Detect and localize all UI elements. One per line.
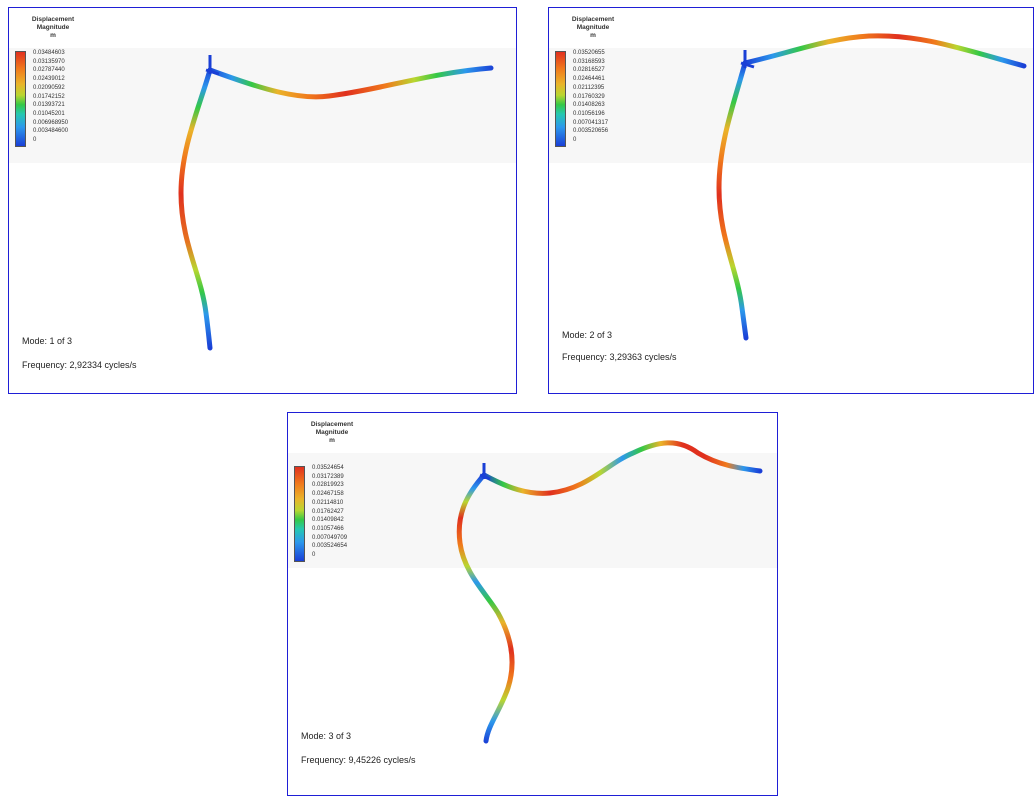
legend-title-line1: Displacement xyxy=(571,16,615,23)
legend-tick: 0.03484603 xyxy=(33,50,65,56)
legend-tick: 0.007049709 xyxy=(312,534,348,541)
color-scale-bar xyxy=(555,51,566,147)
legend-unit: m xyxy=(590,32,596,39)
legend-tick: 0.01057466 xyxy=(312,525,344,532)
legend-title: Displacement Magnitude m xyxy=(553,16,633,40)
frequency-label: Frequency: 2,92334 cycles/s xyxy=(22,360,137,370)
mode-3-panel: Displacement Magnitude m 0.03524654 0.03… xyxy=(287,412,778,796)
background-band xyxy=(549,48,1033,163)
legend-title-line1: Displacement xyxy=(310,421,354,428)
legend-tick: 0.003524654 xyxy=(312,543,348,550)
legend-tick: 0.02114810 xyxy=(312,499,344,506)
legend-tick: 0.01409842 xyxy=(312,517,344,524)
legend-ticks: 0.03520655 0.03168593 0.02816527 0.02464… xyxy=(573,49,608,145)
legend-unit: m xyxy=(50,32,56,39)
legend-tick: 0.006968950 xyxy=(33,119,69,126)
legend-title-line1: Displacement xyxy=(31,16,75,23)
legend-ticks: 0.03524654 0.03172389 0.02819923 0.02467… xyxy=(312,464,347,560)
mode-label: Mode: 1 of 3 xyxy=(22,336,73,346)
legend-tick: 0.03168593 xyxy=(573,58,605,65)
legend-unit: m xyxy=(329,437,335,444)
color-scale-bar xyxy=(15,51,26,147)
legend-tick: 0.02112395 xyxy=(573,84,605,91)
mode-shape-1 xyxy=(178,55,494,351)
legend-ticks: 0.03484603 0.03135970 0.02787440 0.02439… xyxy=(33,49,68,145)
mode-label: Mode: 3 of 3 xyxy=(301,731,352,741)
legend-tick: 0 xyxy=(312,552,316,559)
legend-tick: 0.01760329 xyxy=(573,93,605,100)
legend-tick: 0.003484600 xyxy=(33,128,69,135)
legend-title-line2: Magnitude xyxy=(36,24,70,31)
mode-label: Mode: 2 of 3 xyxy=(562,330,613,340)
legend-tick: 0 xyxy=(33,137,37,144)
legend-tick: 0.03135970 xyxy=(33,58,65,65)
legend-tick: 0.007041317 xyxy=(573,119,609,126)
legend-tick: 0.02787440 xyxy=(33,67,65,74)
legend-tick: 0.03524654 xyxy=(312,465,344,471)
legend-tick: 0.02819923 xyxy=(312,482,344,489)
legend-tick: 0.03172389 xyxy=(312,473,344,480)
frequency-label: Frequency: 9,45226 cycles/s xyxy=(301,755,416,765)
legend-tick: 0.01762427 xyxy=(312,508,344,515)
legend-tick: 0.01408263 xyxy=(573,102,605,109)
mode-shape-3 xyxy=(456,440,763,744)
displacement-legend: Displacement Magnitude m 0.03524654 0.03… xyxy=(292,421,388,562)
legend-title: Displacement Magnitude m xyxy=(292,421,372,445)
mode-2-panel: Displacement Magnitude m 0.03520655 0.03… xyxy=(548,7,1034,394)
background-band xyxy=(9,48,516,163)
legend-tick: 0 xyxy=(573,137,577,144)
legend-tick: 0.02439012 xyxy=(33,76,65,83)
legend-title: Displacement Magnitude m xyxy=(13,16,93,40)
displacement-legend: Displacement Magnitude m 0.03520655 0.03… xyxy=(553,16,649,147)
legend-title-line2: Magnitude xyxy=(315,429,349,436)
legend-tick: 0.03520655 xyxy=(573,50,605,56)
legend-tick: 0.01393721 xyxy=(33,102,65,109)
legend-tick: 0.01742152 xyxy=(33,93,65,100)
color-scale-bar xyxy=(294,466,305,562)
legend-tick: 0.003520656 xyxy=(573,128,609,135)
legend-tick: 0.02090592 xyxy=(33,84,65,91)
legend-tick: 0.02816527 xyxy=(573,67,605,74)
legend-tick: 0.01056196 xyxy=(573,110,605,117)
mode-1-panel: Displacement Magnitude m 0.03484603 0.03… xyxy=(8,7,517,394)
legend-tick: 0.02464461 xyxy=(573,76,605,83)
background-band xyxy=(288,453,777,568)
legend-tick: 0.01045201 xyxy=(33,110,65,117)
legend-title-line2: Magnitude xyxy=(576,24,610,31)
displacement-legend: Displacement Magnitude m 0.03484603 0.03… xyxy=(13,16,109,147)
legend-tick: 0.02467158 xyxy=(312,491,344,498)
mode-shape-2 xyxy=(716,33,1027,341)
frequency-label: Frequency: 3,29363 cycles/s xyxy=(562,352,677,362)
